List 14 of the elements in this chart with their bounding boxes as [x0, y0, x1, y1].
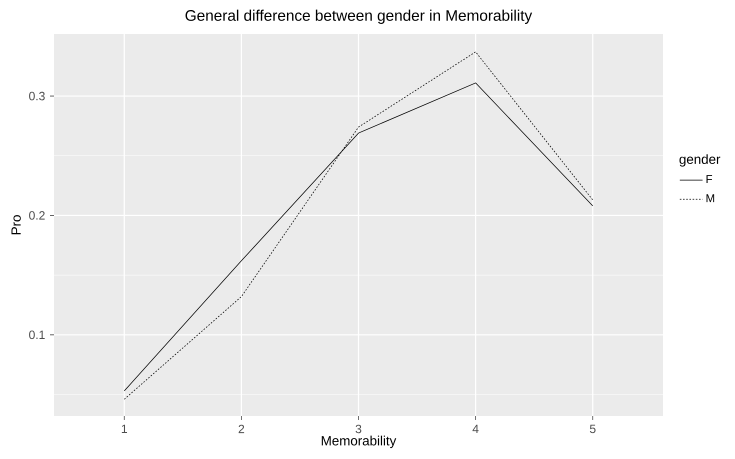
x-tick-label: 4	[472, 424, 479, 433]
x-axis-title: Memorability	[322, 436, 396, 448]
y-tick-label: 0.1	[29, 330, 45, 340]
legend-title: gender	[680, 154, 720, 167]
chart-title: General difference between gender in Memorability	[186, 10, 532, 24]
x-tick-label: 1	[122, 424, 128, 433]
y-tick-label: 0.3	[29, 92, 45, 100]
x-tick-label: 3	[356, 424, 362, 434]
legend-label: F	[706, 175, 712, 183]
legend-label: M	[706, 194, 714, 202]
x-tick-label: 5	[590, 424, 596, 434]
y-tick-label: 0.2	[29, 211, 45, 220]
y-axis-title: Pro	[11, 215, 21, 234]
x-tick-label: 2	[238, 424, 244, 434]
